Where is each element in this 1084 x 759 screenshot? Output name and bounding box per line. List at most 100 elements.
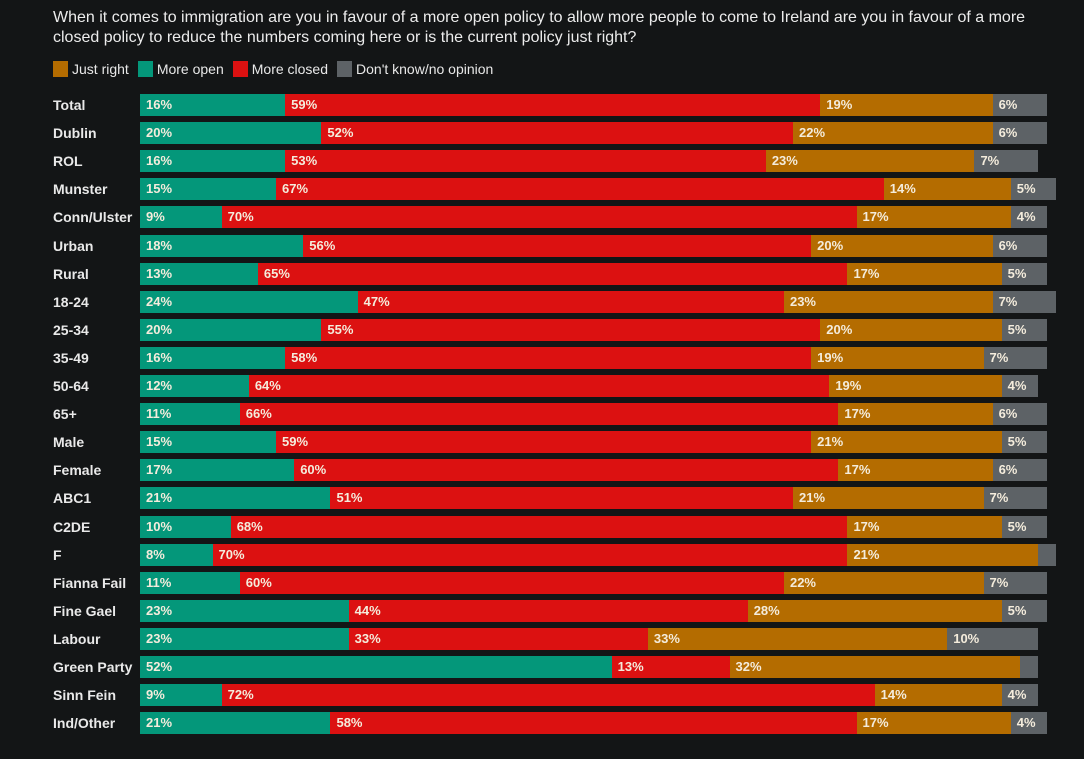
legend-item-more-open: More open (137, 61, 224, 77)
bar-more-open-35-49 (140, 347, 286, 369)
bar-just-right-labour (647, 628, 948, 650)
row-label-conn-ulster: Conn/Ulster (53, 209, 133, 225)
bar-dont-know-18-24 (992, 291, 1057, 313)
bar-dont-know-dublin (992, 122, 1047, 144)
bar-more-closed-f (212, 544, 848, 566)
row-label-fine-gael: Fine Gael (53, 603, 117, 619)
bar-just-right-c2de (847, 516, 1002, 538)
legend-swatch-dont-know (337, 61, 353, 77)
bar-just-right-50-64 (829, 375, 1002, 397)
row-label-total: Total (53, 97, 86, 113)
row-label-35-49: 35-49 (53, 350, 89, 366)
bar-dont-know-fine-gael (1001, 600, 1047, 622)
bar-dont-know-conn-ulster (1010, 206, 1047, 228)
row-label-rural: Rural (53, 266, 89, 282)
bar-just-right-dublin (793, 122, 993, 144)
bar-more-closed-munster (276, 178, 884, 200)
bar-just-right-rural (847, 263, 1002, 285)
bar-dont-know-total (992, 94, 1047, 116)
bar-more-open-sinn-fein (140, 684, 222, 706)
bar-more-open-rol (140, 150, 286, 172)
bar-dont-know-munster (1010, 178, 1057, 200)
row-label-50-64: 50-64 (53, 378, 89, 394)
bar-just-right-35-49 (811, 347, 984, 369)
bar-dont-know-35-49 (983, 347, 1047, 369)
bar-more-open-male (140, 431, 277, 453)
bar-more-open-green-party (140, 656, 612, 678)
bar-just-right-green-party (729, 656, 1020, 678)
bar-more-open-female (140, 459, 295, 481)
bar-more-open-urban (140, 235, 304, 257)
legend-swatch-more-closed (232, 61, 248, 77)
row-label-female: Female (53, 462, 102, 478)
bar-dont-know-f (1037, 544, 1057, 566)
bar-just-right-abc1 (793, 487, 984, 509)
legend: Just right More open More closed Don't k… (53, 60, 502, 78)
bar-more-open-ind-other (140, 712, 331, 734)
bar-more-closed-conn-ulster (221, 206, 857, 228)
bar-dont-know-25-34 (1001, 319, 1047, 341)
legend-label-more-open: More open (156, 61, 224, 77)
bar-more-closed-65 (239, 403, 839, 425)
bar-dont-know-male (1001, 431, 1047, 453)
bar-dont-know-green-party (1019, 656, 1038, 678)
row-label-dublin: Dublin (53, 125, 97, 141)
bar-dont-know-65 (992, 403, 1047, 425)
bar-more-closed-fine-gael (348, 600, 748, 622)
bar-more-open-labour (140, 628, 349, 650)
bar-dont-know-fianna-fail (983, 572, 1047, 594)
bar-more-closed-labour (348, 628, 648, 650)
row-label-rol: ROL (53, 153, 83, 169)
row-label-65: 65+ (53, 406, 77, 422)
bar-just-right-conn-ulster (856, 206, 1011, 228)
bar-just-right-f (847, 544, 1038, 566)
bar-more-closed-sinn-fein (221, 684, 875, 706)
bar-more-closed-50-64 (248, 375, 830, 397)
bar-more-open-conn-ulster (140, 206, 222, 228)
bar-more-open-fine-gael (140, 600, 349, 622)
bar-just-right-25-34 (820, 319, 1002, 341)
legend-swatch-just-right (53, 61, 68, 77)
row-label-urban: Urban (53, 238, 94, 254)
bar-more-open-18-24 (140, 291, 358, 313)
bar-dont-know-50-64 (1001, 375, 1038, 397)
bar-more-open-f (140, 544, 213, 566)
bar-more-closed-female (294, 459, 839, 481)
bar-more-closed-35-49 (285, 347, 812, 369)
bar-more-open-50-64 (140, 375, 249, 397)
bar-dont-know-abc1 (983, 487, 1047, 509)
bar-just-right-65 (838, 403, 993, 425)
row-label-18-24: 18-24 (53, 294, 89, 310)
chart-title: When it comes to immigration are you in … (53, 9, 1026, 46)
bar-dont-know-c2de (1001, 516, 1047, 538)
row-label-f: F (53, 547, 62, 563)
bar-just-right-total (820, 94, 993, 116)
row-label-sinn-fein: Sinn Fein (53, 687, 116, 703)
bar-more-closed-ind-other (330, 712, 857, 734)
bar-just-right-male (811, 431, 1002, 453)
bar-just-right-18-24 (783, 291, 993, 313)
legend-label-just-right: Just right (72, 61, 129, 77)
bar-more-open-abc1 (140, 487, 331, 509)
bar-more-closed-18-24 (357, 291, 784, 313)
bar-more-closed-rural (257, 263, 848, 285)
bar-more-open-65 (140, 403, 240, 425)
bar-more-open-total (140, 94, 286, 116)
row-label-munster: Munster (53, 181, 108, 197)
bar-dont-know-urban (992, 235, 1047, 257)
legend-item-dont-know: Don't know/no opinion (337, 61, 493, 77)
bar-more-open-25-34 (140, 319, 322, 341)
bar-more-open-fianna-fail (140, 572, 240, 594)
bar-more-closed-rol (285, 150, 766, 172)
legend-item-more-closed: More closed (232, 61, 329, 77)
bar-just-right-sinn-fein (874, 684, 1002, 706)
row-label-green-party: Green Party (53, 659, 133, 675)
bar-dont-know-rol (974, 150, 1038, 172)
bar-more-closed-25-34 (321, 319, 821, 341)
legend-label-more-closed: More closed (251, 61, 329, 77)
legend-item-just-right: Just right (53, 61, 129, 77)
bar-more-closed-total (285, 94, 821, 116)
bar-dont-know-rural (1001, 263, 1047, 285)
row-label-ind-other: Ind/Other (53, 715, 116, 731)
